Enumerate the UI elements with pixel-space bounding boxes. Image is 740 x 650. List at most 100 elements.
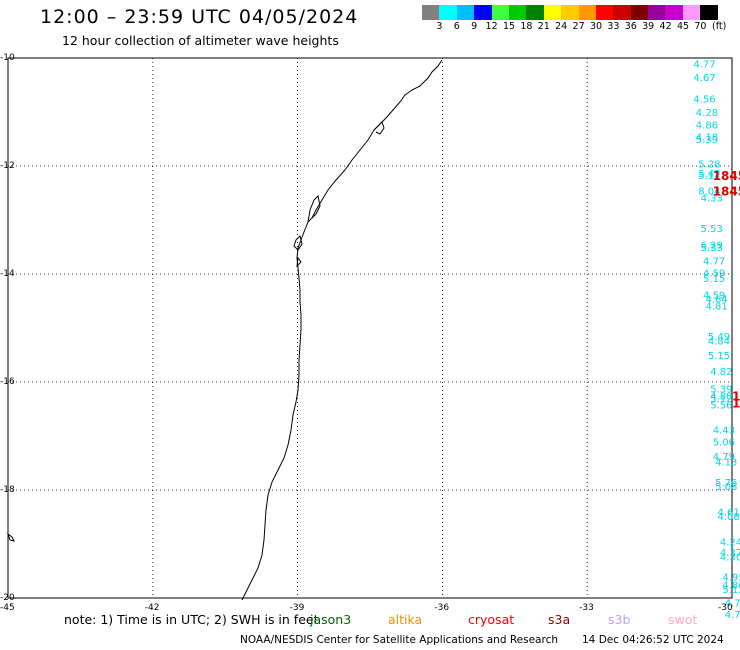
longitude-tick-label: -33 bbox=[579, 603, 594, 613]
wave-height-value: 4.79 bbox=[713, 452, 735, 463]
wave-height-value: 5.15 bbox=[703, 274, 725, 285]
latitude-tick-label: -14 bbox=[0, 269, 15, 279]
wave-height-value: 5.12 bbox=[698, 171, 720, 182]
legend-label: 39 bbox=[642, 21, 655, 32]
legend-swatch bbox=[648, 5, 666, 20]
legend-swatch bbox=[595, 5, 614, 20]
latitude-tick-label: -16 bbox=[0, 377, 15, 387]
legend-label: 12 bbox=[485, 21, 498, 32]
legend-swatch bbox=[561, 5, 579, 20]
legend-swatch bbox=[613, 5, 631, 20]
legend-swatch bbox=[526, 5, 544, 20]
wave-height-value: 4.59 bbox=[703, 291, 725, 302]
pass-time-label: 1845 bbox=[713, 184, 740, 198]
legend-label: 36 bbox=[624, 21, 637, 32]
satellite-label: s3a bbox=[548, 612, 571, 627]
wave-height-value: 4.80 bbox=[710, 392, 732, 403]
pass-time-labels: 1845184518441844184184 bbox=[713, 169, 740, 411]
wave-height-value: 4.81 bbox=[705, 301, 727, 312]
satellite-label: s3b bbox=[608, 612, 631, 627]
legend-label: 30 bbox=[589, 21, 603, 32]
wave-height-value: 5.42 bbox=[698, 169, 720, 180]
wave-height-value: 5.53 bbox=[701, 224, 723, 235]
map-frame bbox=[7, 57, 733, 599]
wave-height-value: 5.49 bbox=[708, 332, 730, 343]
satellite-label: jason3 bbox=[310, 612, 352, 627]
timestamp: 14 Dec 04:26:52 UTC 2024 bbox=[582, 634, 724, 646]
legend-label: 3 bbox=[436, 21, 443, 32]
wave-height-value: 4.13 bbox=[715, 457, 737, 468]
legend-label: 27 bbox=[572, 21, 585, 32]
legend-label: 18 bbox=[520, 21, 533, 32]
legend-label: 21 bbox=[537, 21, 550, 32]
wave-height-value: 4.64 bbox=[705, 294, 727, 305]
wave-height-value: 4.86 bbox=[696, 120, 718, 131]
legend-swatch bbox=[700, 5, 718, 20]
wave-height-value: 4.33 bbox=[701, 193, 723, 204]
legend-swatch bbox=[578, 5, 596, 20]
wave-height-value: 4.43 bbox=[713, 426, 735, 437]
wave-height-value: 4.77 bbox=[703, 257, 725, 268]
wave-height-value: 5.15 bbox=[708, 351, 730, 362]
small-island bbox=[7, 532, 15, 542]
wave-height-labels: 4.774.674.564.284.864.185.395.285.425.12… bbox=[693, 59, 740, 621]
wave-height-value: 4.95 bbox=[722, 572, 740, 583]
longitude-tick-label: -39 bbox=[289, 603, 305, 613]
longitude-tick-label: -36 bbox=[434, 603, 450, 613]
estuary-detail bbox=[373, 121, 385, 135]
wave-height-value: 4.08 bbox=[718, 512, 740, 523]
wave-height-value: 5.39 bbox=[710, 384, 732, 395]
page-subtitle: 12 hour collection of altimeter wave hei… bbox=[62, 33, 339, 48]
footer-note: note: 1) Time is in UTC; 2) SWH is in fe… bbox=[64, 612, 319, 627]
pass-time-label: 1844 bbox=[732, 397, 740, 411]
legend-swatch bbox=[630, 5, 649, 20]
latitude-tick-label: -20 bbox=[0, 593, 15, 603]
longitude-tick-label: -42 bbox=[144, 603, 160, 613]
island-detail bbox=[293, 235, 303, 268]
legend-swatch bbox=[456, 5, 475, 20]
wave-height-value: 4.74 bbox=[725, 598, 740, 609]
legend-swatch bbox=[491, 5, 509, 20]
legend-label: 42 bbox=[659, 21, 672, 32]
wave-height-value: 4.77 bbox=[693, 59, 715, 70]
wave-height-value: 5.12 bbox=[722, 585, 740, 596]
wave-height-value: 4.67 bbox=[693, 73, 715, 84]
coastline bbox=[241, 59, 443, 601]
wave-height-value: 4.59 bbox=[703, 268, 725, 279]
wave-height-value: 5.08 bbox=[715, 482, 737, 493]
legend-swatch bbox=[439, 5, 457, 20]
wave-height-value: 5.12 bbox=[710, 394, 732, 405]
wave-height-value: 8.04 bbox=[698, 186, 720, 197]
legend-swatch bbox=[508, 5, 527, 20]
legend-swatch bbox=[665, 5, 683, 20]
satellite-label: cryosat bbox=[468, 612, 515, 627]
credit-line: NOAA/NESDIS Center for Satellite Applica… bbox=[240, 634, 558, 646]
wave-height-value: 4.82 bbox=[710, 367, 732, 378]
wave-height-value: 4.86 bbox=[722, 581, 740, 592]
legend-swatch bbox=[682, 5, 701, 20]
wave-height-value: 6.29 bbox=[701, 240, 723, 251]
legend-unit-label: (ft) bbox=[712, 21, 727, 32]
latitude-tick-label: -12 bbox=[0, 161, 15, 171]
legend-label: 24 bbox=[555, 21, 568, 32]
wave-height-value: 4.28 bbox=[696, 108, 718, 119]
wave-height-value: 5.28 bbox=[698, 159, 720, 170]
wave-height-value: 4.56 bbox=[693, 95, 715, 106]
latitude-tick-label: -18 bbox=[0, 485, 15, 495]
wave-height-value: 5.39 bbox=[696, 135, 718, 146]
legend-label: 15 bbox=[502, 21, 516, 32]
wave-height-value: 5.76 bbox=[715, 478, 737, 489]
wave-height-value: 4.72 bbox=[725, 610, 740, 621]
legend-label: 70 bbox=[694, 21, 707, 32]
wave-height-value: 4.24 bbox=[720, 537, 740, 548]
legend-label: 6 bbox=[453, 21, 460, 32]
longitude-tick-label: -30 bbox=[718, 603, 733, 613]
wave-height-value: 5.33 bbox=[701, 243, 723, 254]
longitude-tick-label: -45 bbox=[0, 603, 15, 613]
page-title: 12:00 – 23:59 UTC 04/05/2024 bbox=[40, 6, 359, 28]
color-legend-bar bbox=[422, 5, 718, 20]
pass-time-label: 1844 bbox=[732, 390, 740, 404]
map-grid bbox=[8, 58, 732, 598]
wave-height-value: 5.56 bbox=[710, 401, 732, 412]
